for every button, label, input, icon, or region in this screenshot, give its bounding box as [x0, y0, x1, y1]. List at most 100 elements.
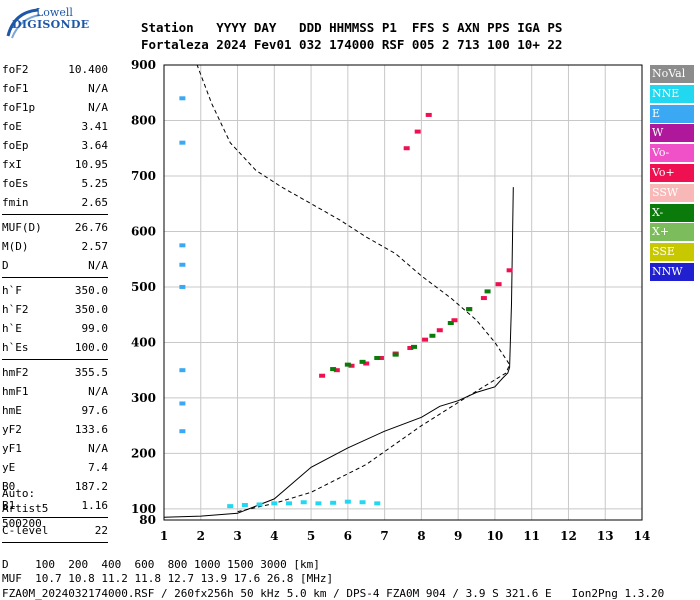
echo-point: [241, 503, 248, 508]
param-row: B0 187.2: [2, 477, 108, 496]
echo-point: [480, 296, 487, 301]
param-key: foEs: [2, 177, 29, 190]
param-row: MUF(D) 26.76: [2, 218, 108, 237]
params-divider: [2, 359, 108, 360]
legend-item: NoVal: [650, 65, 694, 83]
param-key: foF1: [2, 82, 29, 95]
params-group-3: h`F 350.0 h`F2 350.0 h`E 99.0 h`Es 100.0: [2, 281, 108, 357]
legend-item: Vo-: [650, 144, 694, 163]
param-key: h`E: [2, 322, 22, 335]
param-row: foE 3.41: [2, 117, 108, 136]
params-divider: [2, 542, 108, 543]
auto-method: Artist5: [2, 502, 49, 515]
param-row: foF1 N/A: [2, 79, 108, 98]
param-row: M(D) 2.57: [2, 237, 108, 256]
param-value: 187.2: [74, 480, 108, 493]
params-divider: [2, 517, 108, 518]
param-key: yF1: [2, 442, 22, 455]
param-value: 350.0: [74, 303, 108, 316]
echo-point: [414, 129, 421, 134]
param-key: fmin: [2, 196, 29, 209]
y-tick-label: 200: [131, 446, 156, 460]
x-tick-label: 14: [634, 529, 651, 543]
echo-point: [271, 501, 278, 506]
legend-item: NNE: [650, 84, 694, 103]
param-value: 100.0: [74, 341, 108, 354]
y-tick-label: 100: [131, 502, 156, 516]
param-value: 99.0: [81, 322, 109, 335]
echo-point: [179, 262, 186, 267]
param-key: h`F: [2, 284, 22, 297]
params-panel: foF2 10.400 foF1 N/A foF1p N/A foE 3.41 foEp 3.64…: [2, 60, 108, 546]
y-tick-label: 80: [139, 513, 156, 527]
param-key: hmF2: [2, 366, 29, 379]
echo-point: [333, 368, 340, 373]
echo-point: [179, 429, 186, 434]
echo-point: [374, 355, 381, 360]
param-row: foF1p N/A: [2, 98, 108, 117]
param-row: hmF1 N/A: [2, 382, 108, 401]
param-value: 355.5: [74, 366, 108, 379]
x-tick-label: 11: [523, 529, 540, 543]
legend-item: NNW: [650, 262, 694, 281]
param-key: foF2: [2, 63, 29, 76]
param-key: h`F2: [2, 303, 29, 316]
electron-density-profile: [182, 64, 511, 513]
param-value: 10.400: [68, 63, 108, 76]
echo-point: [179, 284, 186, 289]
param-row: fmin 2.65: [2, 193, 108, 212]
echo-point: [429, 333, 436, 338]
y-tick-label: 700: [131, 169, 156, 183]
param-row: foEp 3.64: [2, 136, 108, 155]
echo-point: [392, 352, 399, 357]
distance-row: D 100 200 400 600 800 1000 1500 3000 [km…: [2, 558, 320, 571]
param-value: 3.41: [81, 120, 109, 133]
file-info: FZA0M_2024032174000.RSF / 260fx256h 50 k…: [2, 587, 665, 600]
echo-point: [374, 501, 381, 506]
echo-point: [436, 328, 443, 333]
echo-point: [344, 499, 351, 504]
param-value: 22: [94, 524, 108, 537]
x-tick-label: 5: [307, 529, 315, 543]
param-key: fxI: [2, 158, 22, 171]
x-tick-label: 1: [160, 529, 168, 543]
echo-point: [319, 373, 326, 378]
param-value: N/A: [88, 82, 108, 95]
param-value: 350.0: [74, 284, 108, 297]
param-row: D N/A: [2, 256, 108, 275]
param-key: M(D): [2, 240, 29, 253]
param-value: 1.16: [81, 499, 109, 512]
params-group-1: foF2 10.400 foF1 N/A foF1p N/A foE 3.41 foEp 3.64…: [2, 60, 108, 212]
echo-point: [179, 401, 186, 406]
echo-point: [359, 500, 366, 505]
param-key: B1: [2, 499, 16, 512]
echo-point: [300, 500, 307, 505]
legend-item: W: [650, 124, 694, 143]
param-row: h`F 350.0: [2, 281, 108, 300]
echo-point: [256, 502, 263, 507]
y-tick-label: 300: [131, 391, 156, 405]
params-divider: [2, 214, 108, 215]
param-value: N/A: [88, 259, 108, 272]
logo-line2: DIGISONDE: [12, 18, 90, 31]
echo-point: [330, 367, 337, 372]
echo-point: [422, 337, 429, 342]
echo-point: [377, 355, 384, 360]
x-tick-label: 6: [344, 529, 352, 543]
param-value: 97.6: [81, 404, 109, 417]
echo-point: [227, 504, 234, 509]
param-key: foE: [2, 120, 22, 133]
echo-point: [506, 268, 513, 273]
echo-point: [425, 112, 432, 117]
x-tick-label: 7: [380, 529, 388, 543]
echo-point: [344, 362, 351, 367]
echo-point: [348, 363, 355, 368]
params-group-4: hmF2 355.5 hmF1 N/A hmE 97.6 yF2 133.6 yF1 N/A yE 7…: [2, 363, 108, 515]
x-tick-label: 8: [417, 529, 425, 543]
param-key: D: [2, 259, 9, 272]
auto-code: 500200: [2, 517, 42, 530]
param-key: C-level: [2, 524, 49, 537]
y-tick-label: 400: [131, 335, 156, 349]
params-group-2: MUF(D) 26.76 M(D) 2.57 D N/A: [2, 218, 108, 275]
